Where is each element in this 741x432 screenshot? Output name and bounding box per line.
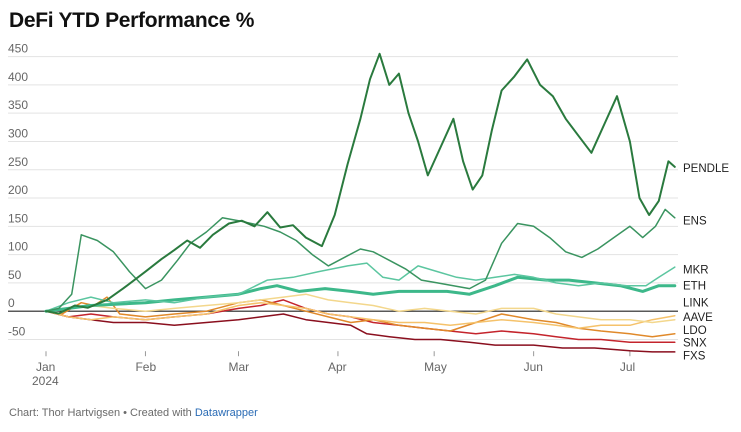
x-tick-label: May [424, 360, 447, 374]
datawrapper-link[interactable]: Datawrapper [194, 407, 258, 419]
y-tick-label: 400 [8, 70, 28, 84]
series-line-ens [45, 208, 676, 312]
series-line-mkr [45, 262, 676, 312]
y-tick-label: -50 [8, 324, 26, 338]
x-tick-label: Jan [36, 360, 55, 374]
x-tick-label: Feb [135, 360, 156, 374]
series-label-ldo: LDO [683, 325, 707, 337]
y-tick-label: 450 [8, 42, 28, 56]
x-tick-label: Mar [228, 360, 249, 374]
y-tick-label: 150 [8, 211, 28, 225]
footer-credit: Chart: Thor Hartvigsen • Created with [9, 407, 195, 419]
y-tick-label: 0 [8, 296, 15, 310]
series-line-eth [44, 275, 677, 313]
series-label-snx: SNX [683, 337, 707, 349]
grid-lines [8, 56, 678, 340]
y-tick-label: 100 [8, 240, 28, 254]
series-line-fxs [45, 310, 676, 353]
series-lines [44, 52, 677, 353]
x-tick-year-label: 2024 [32, 374, 59, 388]
series-label-link: LINK [683, 298, 709, 310]
x-tick-label: Jul [620, 360, 635, 374]
series-line-link [45, 293, 676, 324]
series-label-pendle: PENDLE [683, 163, 729, 175]
chart-title: DeFi YTD Performance % [9, 9, 255, 32]
y-tick-label: 300 [8, 126, 28, 140]
y-tick-label: 250 [8, 155, 28, 169]
series-label-ens: ENS [683, 216, 707, 228]
series-line-pendle [45, 52, 676, 315]
y-axis-ticks: -50 0 50 100 150 200 250 300 350 400 450 [8, 42, 28, 339]
y-tick-label: 350 [8, 98, 28, 112]
series-label-fxs: FXS [683, 350, 706, 362]
series-label-mkr: MKR [683, 264, 709, 276]
y-tick-label: 200 [8, 183, 28, 197]
y-tick-label: 50 [8, 268, 22, 282]
x-tick-label: Apr [328, 360, 347, 374]
series-label-aave: AAVE [683, 312, 713, 324]
series-label-eth: ETH [683, 281, 706, 293]
chart-footer: Chart: Thor Hartvigsen • Created with Da… [9, 407, 258, 419]
x-tick-label: Jun [524, 360, 543, 374]
series-line-aave [45, 301, 676, 329]
